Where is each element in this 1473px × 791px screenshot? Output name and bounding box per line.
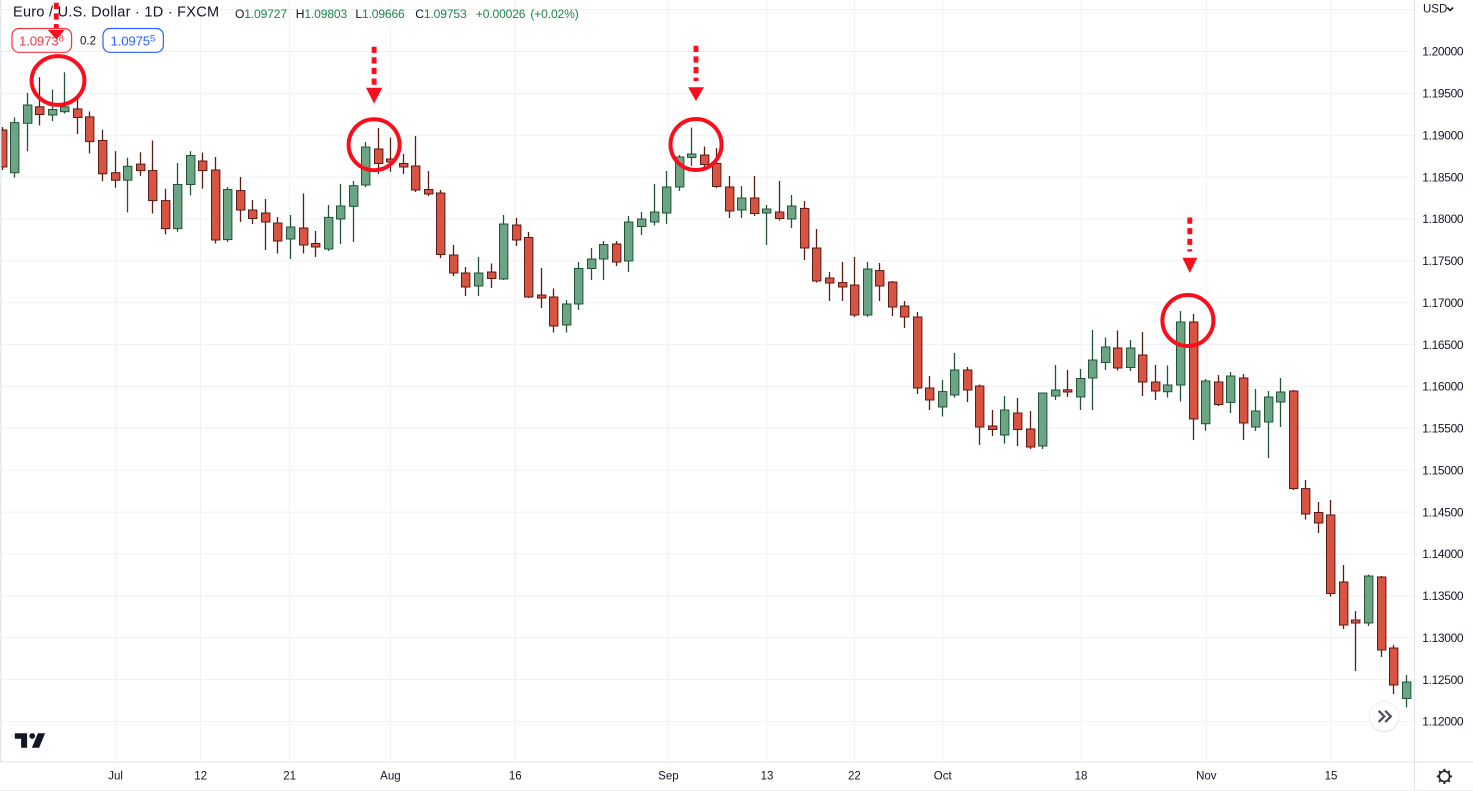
svg-text:1.17500: 1.17500 [1422, 254, 1464, 268]
svg-text:1.09755: 1.09755 [111, 33, 156, 48]
svg-text:O1.09727: O1.09727 [235, 7, 287, 21]
svg-text:C1.09753: C1.09753 [415, 7, 467, 21]
svg-text:L1.09666: L1.09666 [355, 7, 405, 21]
svg-text:1.19000: 1.19000 [1422, 128, 1464, 142]
svg-text:1.09738: 1.09738 [19, 33, 64, 48]
svg-text:12: 12 [194, 771, 207, 783]
svg-text:15: 15 [1325, 771, 1338, 783]
svg-text:Sep: Sep [658, 771, 678, 783]
svg-text:1.16500: 1.16500 [1422, 338, 1464, 352]
svg-text:Jul: Jul [108, 771, 123, 783]
svg-text:1.18500: 1.18500 [1422, 170, 1464, 184]
svg-text:1.13500: 1.13500 [1422, 589, 1464, 603]
svg-text:1.20000: 1.20000 [1422, 45, 1464, 59]
svg-text:H1.09803: H1.09803 [296, 7, 348, 21]
svg-text:21: 21 [283, 771, 296, 783]
svg-text:1.14500: 1.14500 [1422, 505, 1464, 519]
svg-text:Aug: Aug [380, 771, 400, 783]
svg-text:(+0.02%): (+0.02%) [530, 7, 578, 21]
svg-text:13: 13 [761, 771, 774, 783]
svg-text:18: 18 [1075, 771, 1088, 783]
svg-text:1.14000: 1.14000 [1422, 547, 1464, 561]
svg-text:USD: USD [1423, 4, 1447, 16]
svg-text:1.15500: 1.15500 [1422, 422, 1464, 436]
svg-text:Nov: Nov [1196, 771, 1217, 783]
svg-text:Oct: Oct [934, 771, 953, 783]
svg-text:1.17000: 1.17000 [1422, 296, 1464, 310]
svg-text:1.18000: 1.18000 [1422, 212, 1464, 226]
svg-text:1.16000: 1.16000 [1422, 380, 1464, 394]
svg-text:22: 22 [848, 771, 861, 783]
svg-text:Euro / U.S. Dollar · 1D · FXCM: Euro / U.S. Dollar · 1D · FXCM [13, 5, 219, 21]
svg-text:1.12000: 1.12000 [1422, 715, 1464, 729]
svg-text:1.12500: 1.12500 [1422, 673, 1464, 687]
svg-text:+0.00026: +0.00026 [476, 7, 526, 21]
svg-text:1.19500: 1.19500 [1422, 87, 1464, 101]
svg-text:0.2: 0.2 [80, 35, 96, 47]
svg-text:16: 16 [509, 771, 522, 783]
svg-text:1.13000: 1.13000 [1422, 631, 1464, 645]
svg-text:1.15000: 1.15000 [1422, 463, 1464, 477]
